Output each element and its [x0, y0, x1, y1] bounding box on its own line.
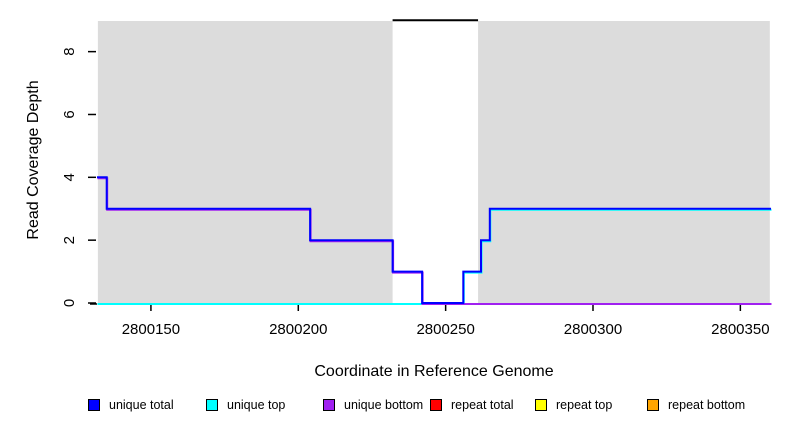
legend-swatch-icon	[430, 399, 442, 411]
legend-swatch-icon	[206, 399, 218, 411]
series-line-unique-total	[97, 176, 771, 304]
x-axis-title: Coordinate in Reference Genome	[314, 363, 553, 380]
y-axis-title: Read Coverage Depth	[25, 80, 42, 239]
legend-label: repeat top	[556, 398, 613, 412]
y-tick-label: 0	[61, 299, 78, 307]
legend-item-unique-bottom: unique bottom	[323, 398, 423, 412]
y-tick-label: 2	[61, 236, 78, 244]
legend-item-repeat-bottom: repeat bottom	[647, 398, 745, 412]
x-tick-label: 2800250	[416, 321, 474, 338]
legend-label: unique top	[227, 398, 286, 412]
legend-label: repeat total	[451, 398, 514, 412]
unique-region-rect	[97, 21, 393, 304]
y-tick-label: 8	[61, 47, 78, 55]
legend-swatch-icon	[323, 399, 335, 411]
y-tick-label: 4	[61, 173, 78, 181]
unique-region-rect	[478, 21, 770, 304]
legend-swatch-icon	[88, 399, 100, 411]
legend-swatch-icon	[535, 399, 547, 411]
x-tick-label: 2800300	[564, 321, 622, 338]
legend-item-unique-total: unique total	[88, 398, 174, 412]
x-tick-label: 2800150	[122, 321, 180, 338]
y-tick-label: 6	[61, 110, 78, 118]
legend-label: unique total	[109, 398, 174, 412]
legend-label: unique bottom	[344, 398, 424, 412]
x-tick-label: 2800200	[269, 321, 327, 338]
legend: unique total unique top unique bottom repea…	[0, 398, 792, 414]
legend-item-repeat-total: repeat total	[430, 398, 514, 412]
legend-label: repeat bottom	[668, 398, 746, 412]
x-tick-label: 2800350	[711, 321, 769, 338]
legend-item-unique-top: unique top	[206, 398, 285, 412]
legend-item-repeat-top: repeat top	[535, 398, 612, 412]
coverage-chart: 2800150 2800200 2800250 2800300 2800350 0 2 4 6 8…	[25, 19, 772, 380]
legend-swatch-icon	[647, 399, 659, 411]
